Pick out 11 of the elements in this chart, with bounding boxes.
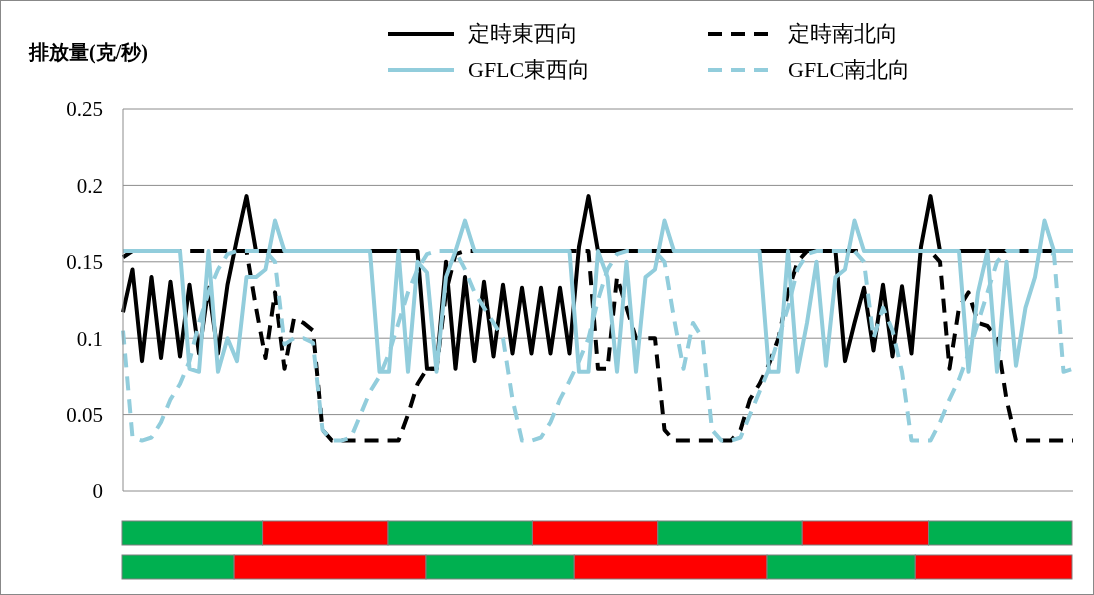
y-tick-label: 0.15: [66, 250, 103, 275]
legend-label: 定時南北向: [788, 20, 898, 48]
y-tick-label: 0.05: [66, 403, 103, 428]
y-tick-label: 0.25: [66, 97, 103, 122]
y-tick-label: 0: [92, 479, 103, 504]
y-tick-label: 0.1: [76, 326, 103, 351]
legend-label: GFLC東西向: [468, 56, 591, 84]
y-axis-title: 排放量(克/秒): [29, 40, 148, 66]
legend-label: GFLC南北向: [788, 56, 911, 84]
legend-label: 定時東西向: [468, 20, 578, 48]
y-tick-label: 0.2: [76, 173, 103, 198]
